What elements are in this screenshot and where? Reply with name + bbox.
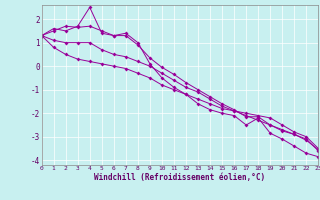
X-axis label: Windchill (Refroidissement éolien,°C): Windchill (Refroidissement éolien,°C) bbox=[94, 173, 266, 182]
